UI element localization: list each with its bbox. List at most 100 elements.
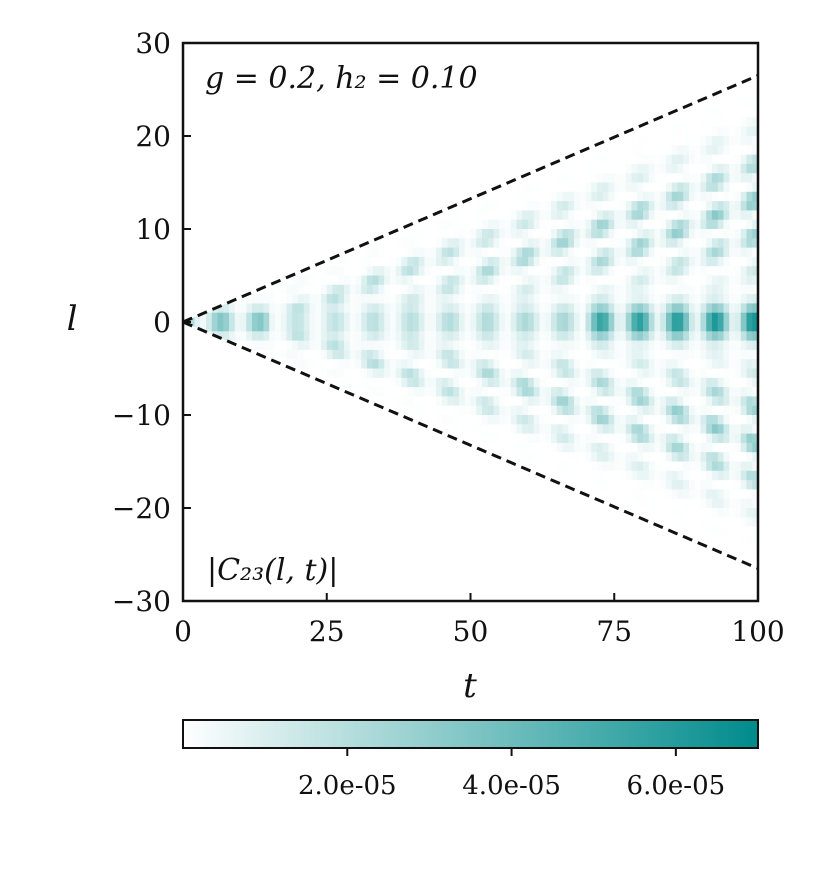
heatmap-cell bbox=[292, 284, 299, 295]
heatmap-cell bbox=[257, 275, 265, 286]
heatmap-cell bbox=[694, 303, 702, 314]
heatmap-cell bbox=[666, 219, 673, 230]
heatmap-cell bbox=[413, 405, 420, 416]
heatmap-cell bbox=[413, 256, 420, 267]
colorbar-tick-label: 2.0e-05 bbox=[298, 771, 397, 801]
heatmap-cell bbox=[430, 405, 437, 416]
heatmap-cell bbox=[637, 489, 644, 500]
heatmap-cell bbox=[367, 322, 374, 332]
heatmap-cell bbox=[625, 284, 633, 295]
heatmap-cell bbox=[545, 480, 552, 490]
heatmap-cell bbox=[648, 517, 656, 528]
heatmap-cell bbox=[499, 359, 506, 370]
heatmap-cell bbox=[677, 405, 684, 416]
heatmap-cell bbox=[723, 377, 730, 388]
heatmap-cell bbox=[752, 145, 758, 156]
heatmap-cell bbox=[510, 424, 518, 435]
heatmap-cell bbox=[533, 266, 541, 277]
heatmap-cell bbox=[706, 201, 713, 211]
heatmap-cell bbox=[637, 247, 644, 258]
heatmap-cell bbox=[660, 340, 667, 351]
heatmap-cell bbox=[464, 415, 472, 425]
heatmap-cell bbox=[746, 126, 753, 137]
heatmap-cell bbox=[574, 182, 581, 193]
heatmap-cell bbox=[608, 126, 615, 137]
heatmap-cell bbox=[625, 405, 633, 416]
heatmap-cell bbox=[430, 229, 437, 239]
heatmap-cell bbox=[487, 405, 495, 416]
heatmap-cell bbox=[240, 340, 247, 351]
heatmap-cell bbox=[746, 256, 753, 267]
heatmap-cell bbox=[568, 210, 575, 221]
heatmap-cell bbox=[332, 284, 339, 295]
heatmap-cell bbox=[401, 284, 408, 295]
heatmap-cell bbox=[562, 415, 569, 425]
heatmap-cell bbox=[752, 415, 758, 425]
heatmap-cell bbox=[631, 433, 638, 444]
heatmap-cell bbox=[712, 433, 719, 444]
heatmap-cell bbox=[620, 191, 627, 202]
heatmap-cell bbox=[493, 201, 500, 211]
heatmap-cell bbox=[752, 470, 758, 481]
heatmap-cell bbox=[608, 340, 615, 351]
heatmap-cell bbox=[533, 182, 541, 193]
heatmap-cell bbox=[666, 247, 673, 258]
heatmap-cell bbox=[441, 424, 449, 435]
heatmap-cell bbox=[712, 136, 719, 146]
heatmap-cell bbox=[735, 247, 742, 258]
heatmap-cell bbox=[671, 535, 679, 546]
heatmap-cell bbox=[746, 340, 753, 351]
heatmap-cell bbox=[505, 405, 512, 416]
heatmap-cell bbox=[671, 480, 679, 490]
heatmap-cell bbox=[671, 145, 679, 156]
heatmap-cell bbox=[700, 396, 707, 407]
heatmap-cell bbox=[545, 340, 552, 351]
heatmap-cell bbox=[723, 210, 730, 221]
heatmap-cell bbox=[487, 201, 495, 211]
heatmap-cell bbox=[246, 340, 253, 351]
heatmap-cell bbox=[464, 247, 472, 258]
heatmap-cell bbox=[677, 340, 684, 351]
heatmap-cell bbox=[614, 368, 621, 379]
heatmap-cell bbox=[660, 424, 667, 435]
heatmap-cell bbox=[591, 480, 598, 490]
heatmap-cell bbox=[579, 256, 587, 267]
heatmap-cell bbox=[712, 201, 719, 211]
heatmap-cell bbox=[735, 396, 742, 407]
heatmap-cell bbox=[556, 340, 564, 351]
heatmap-cell bbox=[620, 182, 627, 193]
heatmap-cell bbox=[326, 247, 334, 258]
heatmap-cell bbox=[493, 349, 500, 360]
heatmap-cell bbox=[666, 284, 673, 295]
heatmap-cell bbox=[401, 405, 408, 416]
heatmap-cell bbox=[407, 405, 414, 416]
heatmap-cell bbox=[332, 377, 339, 388]
heatmap-cell bbox=[637, 470, 644, 481]
heatmap-cell bbox=[723, 405, 730, 416]
heatmap-cell bbox=[574, 359, 581, 370]
heatmap-cell bbox=[700, 126, 707, 137]
heatmap-cell bbox=[533, 229, 541, 239]
heatmap-cell bbox=[395, 219, 403, 230]
heatmap-cell bbox=[700, 498, 707, 509]
heatmap-cell bbox=[280, 284, 288, 295]
heatmap-cell bbox=[263, 359, 270, 370]
heatmap-cell bbox=[694, 201, 702, 211]
heatmap-cell bbox=[568, 322, 575, 332]
heatmap-cell bbox=[746, 415, 753, 425]
heatmap-cell bbox=[648, 275, 656, 286]
heatmap-cell bbox=[602, 294, 610, 304]
heatmap-cell bbox=[608, 191, 615, 202]
heatmap-cell bbox=[361, 387, 368, 397]
heatmap-cell bbox=[441, 359, 449, 370]
heatmap-cell bbox=[275, 349, 282, 360]
heatmap-cell bbox=[453, 387, 460, 397]
heatmap-cell bbox=[303, 303, 311, 314]
heatmap-cell bbox=[499, 201, 506, 211]
heatmap-cell bbox=[620, 163, 627, 174]
heatmap-cell bbox=[499, 331, 506, 342]
heatmap-cell bbox=[706, 508, 713, 518]
heatmap-cell bbox=[533, 331, 541, 342]
heatmap-cell bbox=[671, 294, 679, 304]
heatmap-cell bbox=[637, 405, 644, 416]
